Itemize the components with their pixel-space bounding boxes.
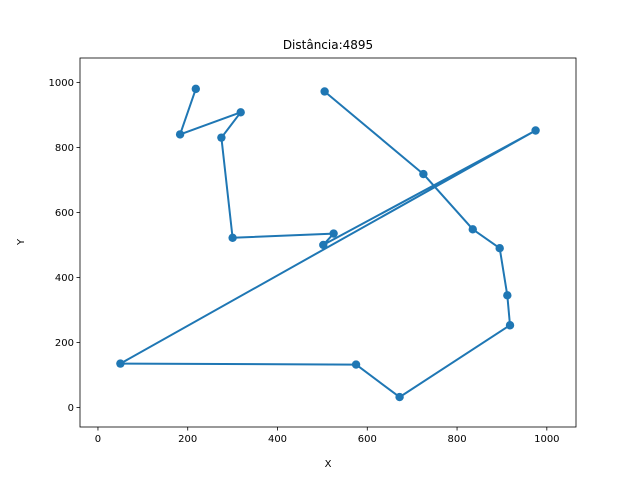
data-point (351, 360, 361, 369)
y-tick-label: 800 (55, 143, 74, 154)
y-tick-label: 200 (55, 338, 74, 349)
series-layer (116, 84, 540, 402)
data-point (503, 291, 512, 300)
data-point (495, 243, 504, 253)
data-point (228, 233, 237, 242)
x-axis-label: X (325, 459, 332, 470)
y-tick-label: 0 (68, 403, 74, 414)
y-tick-label: 400 (55, 273, 74, 284)
data-point (531, 126, 540, 135)
x-tick-label: 0 (95, 434, 101, 445)
y-tick-label: 1000 (49, 78, 74, 89)
x-tick-label: 800 (448, 434, 467, 445)
data-point (217, 133, 226, 142)
x-tick-label: 1000 (534, 434, 559, 445)
data-point (175, 130, 185, 139)
data-point (236, 108, 245, 117)
y-axis-label: Y (16, 238, 27, 246)
x-tick-label: 600 (358, 434, 377, 445)
chart-title: Distância:4895 (283, 38, 373, 52)
data-point (468, 225, 477, 234)
x-tick-label: 400 (268, 434, 287, 445)
x-axis: 0 200 400 600 800 1000 (95, 427, 560, 445)
data-point (116, 359, 125, 368)
data-point (419, 169, 428, 179)
y-tick-label: 600 (55, 208, 74, 219)
y-axis: 0 200 400 600 800 1000 (49, 78, 80, 414)
data-point (320, 87, 329, 96)
data-point (191, 84, 201, 94)
data-point (395, 392, 404, 402)
x-tick-label: 200 (178, 434, 197, 445)
data-point (505, 321, 515, 330)
data-point (319, 240, 328, 250)
data-point (329, 229, 338, 238)
